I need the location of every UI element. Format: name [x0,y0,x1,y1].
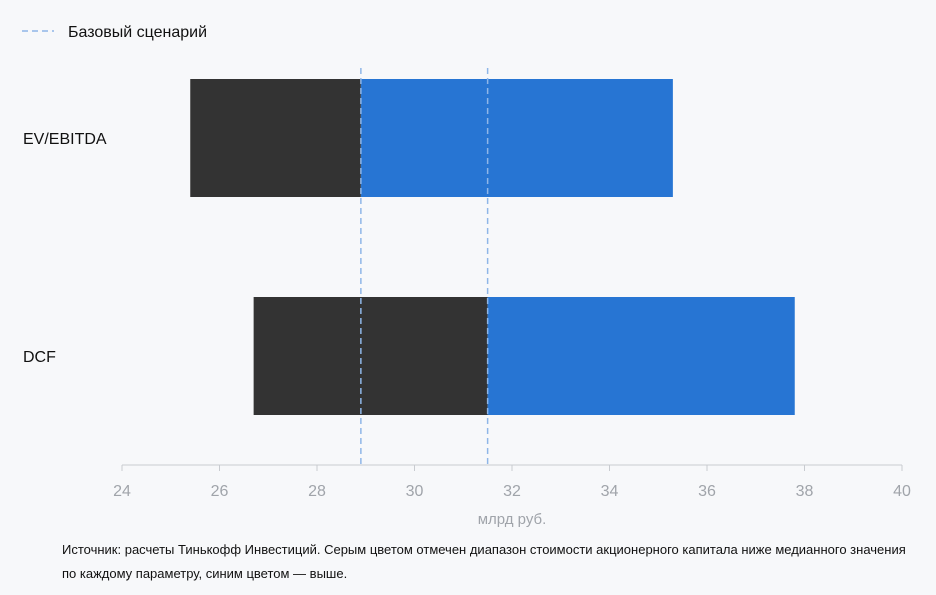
category-label: EV/EBITDA [23,131,107,148]
x-tick-label: 36 [698,483,716,500]
category-label: DCF [23,349,56,366]
x-tick-label: 32 [503,483,521,500]
x-tick-label: 34 [601,483,619,500]
bar-above [487,297,795,415]
bar-below [190,79,361,197]
bar-below [253,297,488,415]
x-tick-label: 24 [113,483,131,500]
x-tick-label: 40 [893,483,911,500]
x-tick-label: 30 [406,483,424,500]
x-tick-label: 28 [308,483,326,500]
x-tick-label: 38 [796,483,814,500]
footnote: Источник: расчеты Тинькофф Инвестиций. С… [62,542,906,581]
bar-above [360,79,673,197]
x-tick-label: 26 [211,483,229,500]
legend-label: Базовый сценарий [68,24,207,41]
x-axis-label: млрд руб. [478,511,547,528]
